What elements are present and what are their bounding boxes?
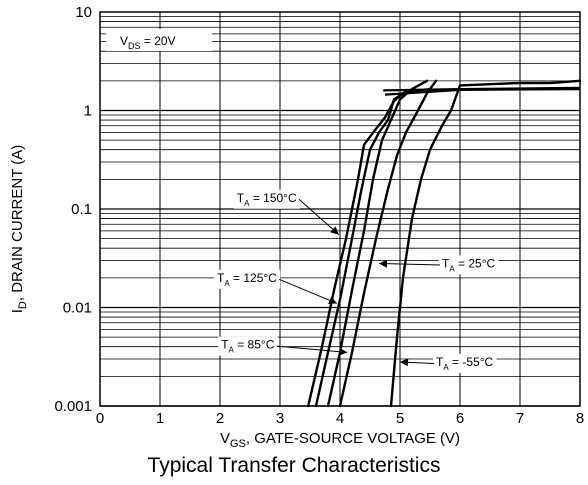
- annotation-main: T: [237, 191, 245, 205]
- x-tick-label: 2: [216, 410, 224, 427]
- x-tick-label: 0: [96, 410, 104, 427]
- annotation-main: T: [217, 271, 225, 285]
- series-line-saturation: [384, 88, 581, 96]
- annotation-arrowhead: [338, 347, 348, 356]
- series-annotation: TA = 25°C: [442, 256, 496, 273]
- annotation-leader: [298, 198, 340, 235]
- series-line: [326, 79, 429, 408]
- annotation-rest: = -55°C: [449, 355, 494, 369]
- tick-labels: 0 1 2 3 4 5 6 7 8 10 1 0.1 0.01 0.001: [54, 4, 584, 427]
- annotation-leader: [276, 345, 348, 353]
- chart-title: Typical Transfer Characteristics: [147, 454, 441, 477]
- series-annotation: TA = -55°C: [436, 355, 494, 372]
- x-tick-label: 4: [336, 410, 344, 427]
- annotation-leader: [278, 278, 338, 304]
- annotation-arrowhead: [400, 358, 409, 367]
- y-axis-title-main: I: [9, 309, 26, 313]
- legend-box-main: V: [120, 34, 128, 48]
- legend-box-label: VDS = 20V: [120, 34, 176, 51]
- annotation-bg: [439, 255, 499, 275]
- axis-titles: VGS, GATE-SOURCE VOLTAGE (V) ID, DRAIN CU…: [9, 145, 460, 450]
- annotation-sub: A: [224, 279, 230, 288]
- annotation-leader: [378, 262, 441, 266]
- annotation-sub: A: [244, 199, 250, 208]
- series-annotation: TA = 150°C: [237, 191, 297, 208]
- y-axis-title-sub: D: [17, 301, 29, 309]
- annotation-main: T: [221, 338, 229, 352]
- annotation-rest: = 85°C: [234, 338, 275, 352]
- x-axis-title-rest: , GATE-SOURCE VOLTAGE (V): [246, 430, 460, 447]
- legend-box-sub: DS: [128, 41, 141, 51]
- annotation-bg: [433, 353, 497, 373]
- annotation-sub: A: [449, 264, 455, 273]
- series-line: [389, 79, 582, 408]
- y-axis-title: ID, DRAIN CURRENT (A): [9, 145, 29, 314]
- x-tick-label: 3: [276, 410, 284, 427]
- annotation-bg: [214, 269, 281, 289]
- y-tick-label: 1: [84, 103, 92, 120]
- legend-box-bg: [106, 29, 212, 51]
- y-tick-label: 0.001: [54, 398, 92, 415]
- y-tick-label: 10: [75, 4, 92, 21]
- x-tick-label: 5: [396, 410, 404, 427]
- series-line: [338, 79, 438, 408]
- series-annotation: TA = 125°C: [217, 271, 277, 288]
- annotation-bg: [233, 189, 300, 209]
- annotation-sub: A: [229, 346, 235, 355]
- annotation-sub: A: [443, 363, 449, 372]
- annotation-rest: = 150°C: [249, 191, 296, 205]
- x-tick-label: 1: [156, 410, 164, 427]
- y-tick-label: 0.01: [63, 300, 92, 317]
- annotation-arrowhead: [328, 296, 337, 304]
- annotation-arrowhead: [379, 259, 388, 268]
- x-tick-label: 7: [516, 410, 524, 427]
- annotation-main: T: [436, 355, 444, 369]
- annotation-arrowhead: [330, 226, 339, 235]
- y-tick-label: 0.1: [71, 201, 92, 218]
- series-annotation: TA = 85°C: [221, 338, 275, 355]
- x-tick-label: 8: [576, 410, 584, 427]
- x-axis-title: VGS, GATE-SOURCE VOLTAGE (V): [220, 430, 460, 450]
- annotation-main: T: [442, 256, 450, 270]
- x-axis-title-main: V: [220, 430, 230, 447]
- series-curves: [307, 79, 582, 408]
- x-axis-title-sub: GS: [230, 438, 246, 450]
- annotation-rest: = 25°C: [455, 256, 496, 270]
- series-line: [314, 87, 432, 408]
- legend-box-rest: = 20V: [141, 34, 176, 48]
- y-axis-title-rest: , DRAIN CURRENT (A): [9, 145, 26, 301]
- annotation-rest: = 125°C: [230, 271, 277, 285]
- x-tick-label: 6: [456, 410, 464, 427]
- annotation-bg: [218, 336, 278, 356]
